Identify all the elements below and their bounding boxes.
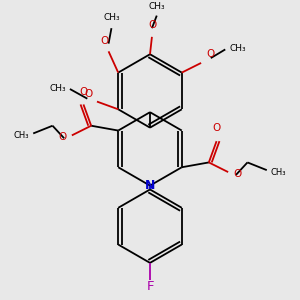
Text: O: O: [100, 36, 109, 46]
Text: O: O: [212, 123, 221, 134]
Text: CH₃: CH₃: [103, 14, 120, 22]
Text: O: O: [59, 132, 67, 142]
Text: O: O: [79, 87, 88, 97]
Text: O: O: [149, 20, 157, 30]
Text: CH₃: CH₃: [148, 2, 165, 11]
Text: O: O: [206, 49, 214, 59]
Text: N: N: [145, 179, 155, 192]
Text: F: F: [146, 280, 154, 292]
Text: CH₃: CH₃: [14, 131, 29, 140]
Text: CH₃: CH₃: [50, 84, 66, 93]
Text: O: O: [233, 169, 241, 179]
Text: CH₃: CH₃: [229, 44, 246, 53]
Text: CH₃: CH₃: [271, 168, 286, 177]
Text: O: O: [84, 89, 92, 99]
